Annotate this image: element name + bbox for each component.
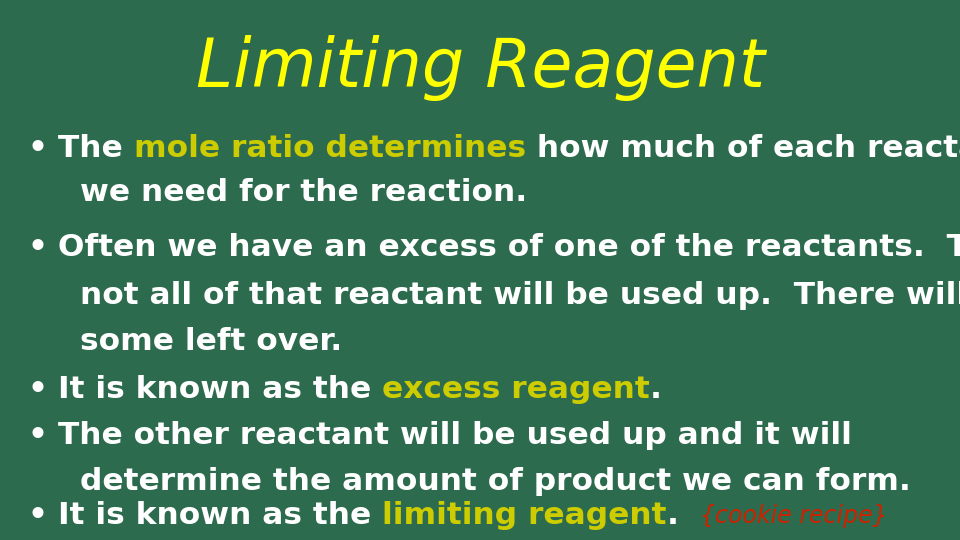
Text: excess reagent: excess reagent	[382, 375, 650, 404]
Text: •: •	[28, 375, 48, 404]
Text: .: .	[666, 502, 701, 530]
Text: Often we have an excess of one of the reactants.  Then: Often we have an excess of one of the re…	[58, 233, 960, 262]
Text: {cookie recipe}: {cookie recipe}	[701, 504, 888, 528]
Text: •: •	[28, 233, 48, 262]
Text: •: •	[28, 502, 48, 530]
Text: limiting reagent: limiting reagent	[382, 502, 666, 530]
Text: some left over.: some left over.	[80, 327, 343, 356]
Text: .: .	[650, 375, 661, 404]
Text: determine the amount of product we can form.: determine the amount of product we can f…	[80, 468, 911, 496]
Text: The: The	[58, 133, 133, 163]
Text: The other reactant will be used up and it will: The other reactant will be used up and i…	[58, 422, 852, 450]
Text: how much of each reactant: how much of each reactant	[526, 133, 960, 163]
Text: not all of that reactant will be used up.  There will be: not all of that reactant will be used up…	[80, 280, 960, 309]
Text: •: •	[28, 422, 48, 450]
Text: mole ratio determines: mole ratio determines	[133, 133, 526, 163]
Text: •: •	[28, 133, 48, 163]
Text: we need for the reaction.: we need for the reaction.	[80, 178, 527, 206]
Text: It is known as the: It is known as the	[58, 502, 382, 530]
Text: Limiting Reagent: Limiting Reagent	[196, 35, 764, 101]
Text: It is known as the: It is known as the	[58, 375, 382, 404]
